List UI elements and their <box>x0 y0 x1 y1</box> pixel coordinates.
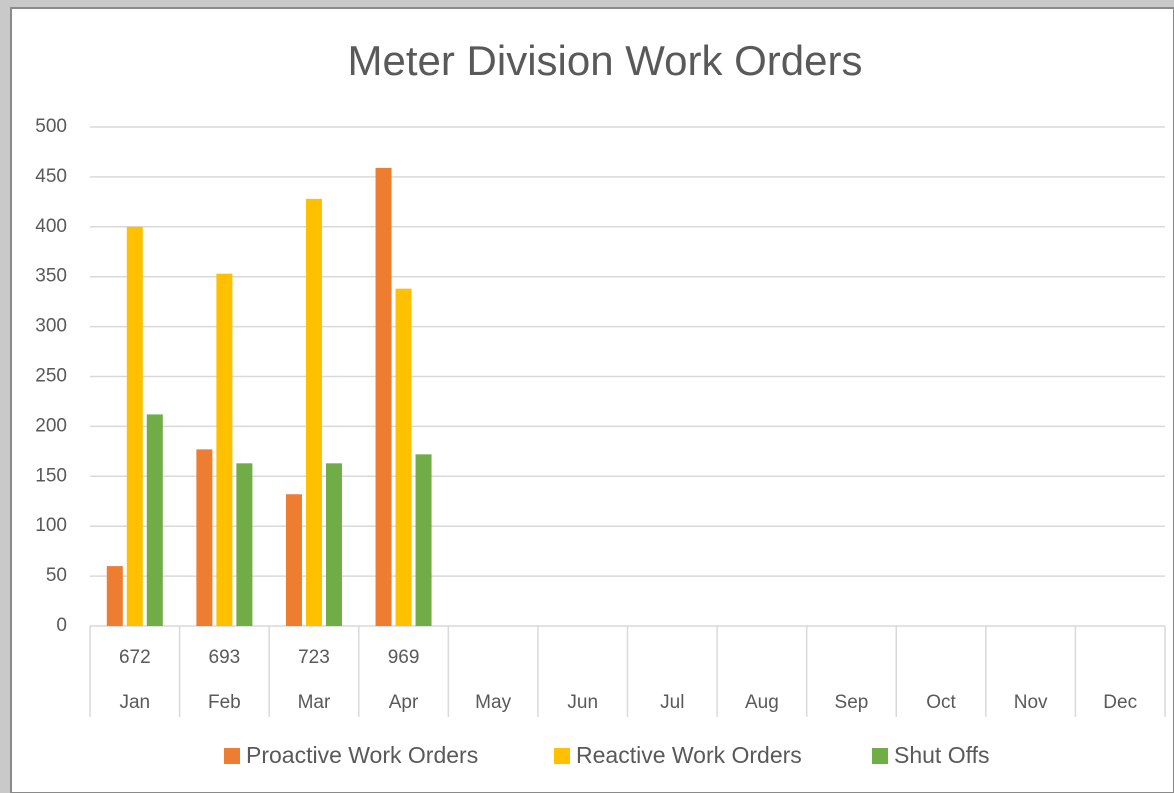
bar <box>415 454 432 626</box>
x-tick-label: Jan <box>119 692 150 713</box>
x-tick-label: Apr <box>389 692 419 713</box>
legend-swatch <box>554 748 570 764</box>
bar <box>325 463 342 626</box>
y-tick-label: 250 <box>35 366 67 387</box>
y-tick-label: 450 <box>35 166 67 187</box>
legend-text: Reactive Work Orders <box>576 742 802 768</box>
x-tick-label: Aug <box>745 692 779 713</box>
category-total-label: 672 <box>119 647 151 668</box>
bar <box>106 566 123 626</box>
legend-swatch <box>872 748 888 764</box>
y-tick-label: 0 <box>56 615 67 636</box>
bar <box>375 167 392 626</box>
y-tick-label: 200 <box>35 415 67 436</box>
bar <box>395 288 412 626</box>
legend-text: Shut Offs <box>894 742 989 768</box>
bar <box>236 463 253 626</box>
bar <box>126 226 143 627</box>
x-tick-label: Jun <box>567 692 598 713</box>
bar <box>216 273 233 626</box>
x-tick-label: Feb <box>208 692 241 713</box>
x-tick-label: May <box>475 692 511 713</box>
bar <box>285 494 302 626</box>
bar <box>196 449 213 626</box>
y-tick-label: 50 <box>46 565 67 586</box>
x-tick-label: Oct <box>926 692 956 713</box>
x-tick-label: Dec <box>1103 692 1137 713</box>
y-tick-label: 100 <box>35 515 67 536</box>
x-tick-label: Sep <box>835 692 869 713</box>
legend-text: Proactive Work Orders <box>246 742 478 768</box>
legend-swatch <box>224 748 240 764</box>
bar <box>146 414 163 626</box>
x-tick-label: Mar <box>298 692 331 713</box>
category-total-label: 969 <box>388 647 420 668</box>
y-tick-label: 350 <box>35 266 67 287</box>
y-tick-label: 500 <box>35 116 67 137</box>
category-total-label: 693 <box>209 647 241 668</box>
bar <box>305 198 322 626</box>
chart-area <box>10 7 1174 793</box>
x-tick-label: Nov <box>1014 692 1048 713</box>
x-tick-label: Jul <box>660 692 684 713</box>
y-tick-label: 400 <box>35 216 67 237</box>
y-tick-label: 300 <box>35 316 67 337</box>
chart-title: Meter Division Work Orders <box>348 37 863 84</box>
y-tick-label: 150 <box>35 465 67 486</box>
category-total-label: 723 <box>298 647 330 668</box>
